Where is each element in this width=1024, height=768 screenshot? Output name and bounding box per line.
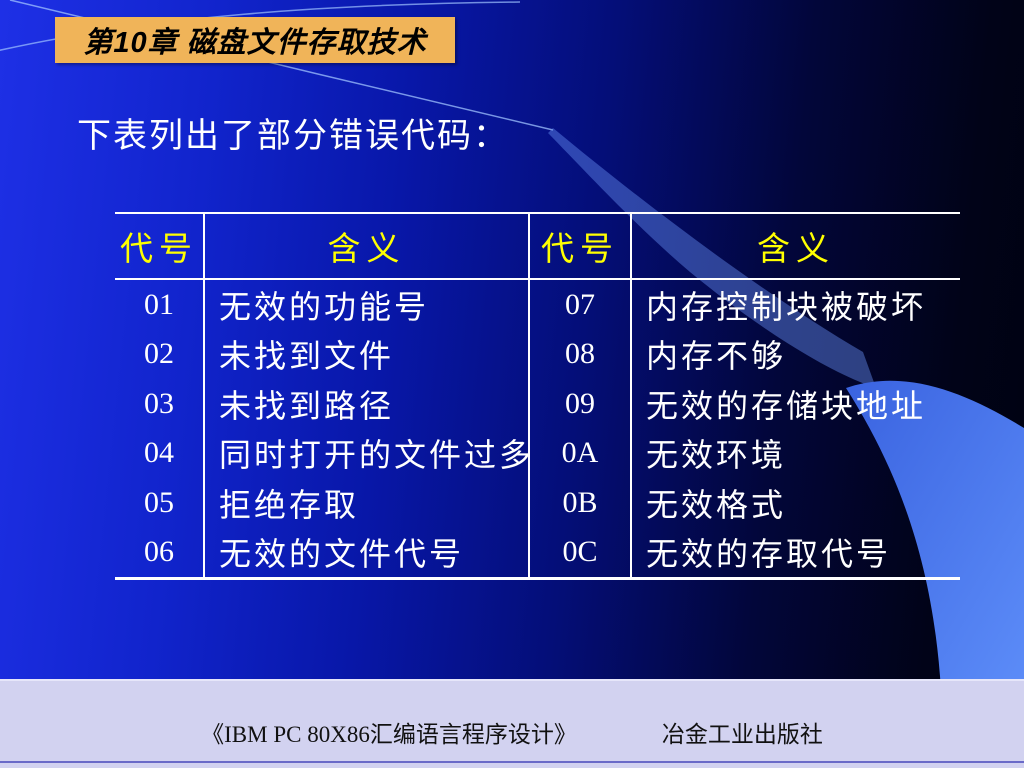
error-code-table: 代号 含义 代号 含义 01 无效的功能号 07 内存控制块被破坏 02 未找到…: [115, 212, 960, 580]
meaning-cell: 无效的功能号: [205, 280, 530, 330]
code-cell: 0A: [530, 428, 632, 478]
meaning-cell: 无效格式: [646, 486, 787, 523]
meaning-cell: 内存不够: [646, 338, 787, 375]
header-meaning-left: 含义: [205, 214, 530, 280]
code-cell: 05: [115, 478, 205, 528]
meaning-cell: 内存控制块被破坏: [646, 288, 927, 325]
footer-bar: 《IBM PC 80X86汇编语言程序设计》 冶金工业出版社: [0, 679, 1024, 768]
code-cell: 04: [115, 428, 205, 478]
code-cell: 0C: [530, 527, 632, 577]
intro-text: 下表列出了部分错误代码：: [77, 118, 509, 155]
code-cell: 01: [115, 280, 205, 330]
code-cell: 03: [115, 379, 205, 429]
code-cell: 09: [530, 379, 632, 429]
meaning-cell: 未找到路径: [205, 379, 530, 429]
slide-title: 第10章 磁盘文件存取技术: [83, 27, 427, 59]
meaning-cell: 无效的文件代号: [205, 527, 530, 577]
header-code-right: 代号: [530, 214, 632, 280]
code-cell: 06: [115, 527, 205, 577]
meaning-cell: 无效的存取代号: [646, 536, 892, 573]
publisher-name: 冶金工业出版社: [661, 722, 823, 747]
book-title: 《IBM PC 80X86汇编语言程序设计》: [201, 722, 577, 747]
title-banner: 第10章 磁盘文件存取技术: [55, 17, 455, 63]
meaning-cell: 无效环境: [646, 437, 787, 474]
meaning-cell: 同时打开的文件过多: [205, 428, 531, 478]
code-cell: 0B: [530, 478, 632, 528]
code-cell: 02: [115, 329, 205, 379]
code-cell: 07: [530, 280, 632, 330]
code-cell: 08: [530, 329, 632, 379]
meaning-cell: 拒绝存取: [205, 478, 530, 528]
header-meaning-right: 含义: [632, 214, 960, 280]
meaning-cell: 未找到文件: [205, 329, 530, 379]
meaning-cell: 无效的存储块地址: [646, 387, 927, 424]
header-code-left: 代号: [115, 214, 205, 280]
